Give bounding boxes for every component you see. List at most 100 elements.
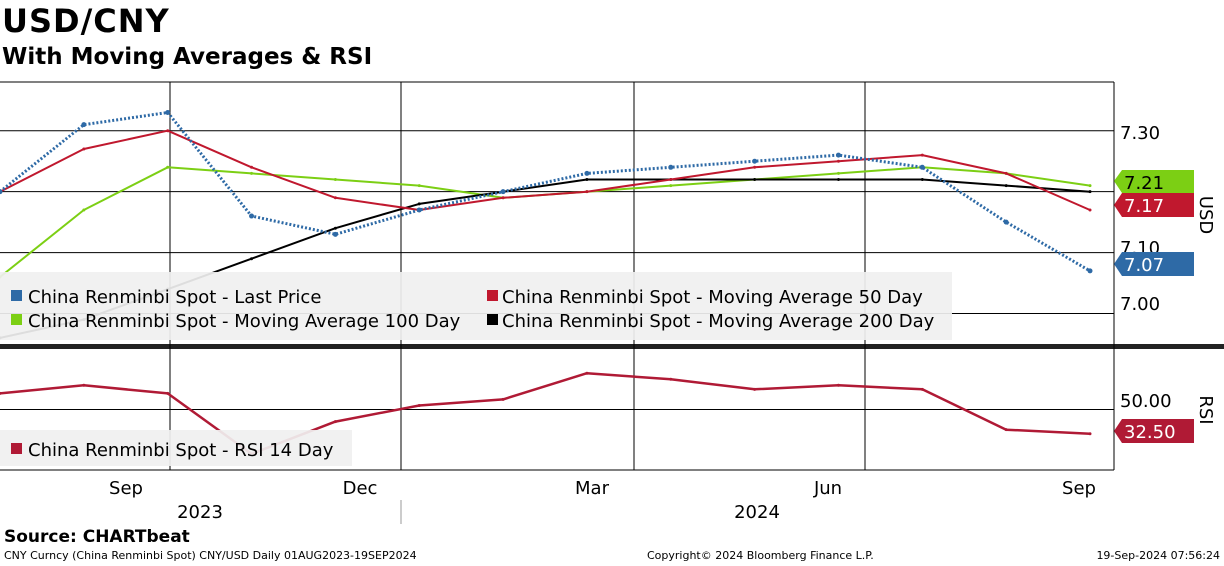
value-label-ma50: 7.17 (1114, 193, 1194, 217)
point-ma100-4 (333, 177, 337, 181)
point-ma50-13 (1088, 208, 1092, 212)
point-last_price-10 (835, 152, 841, 158)
point-last_price-0 (0, 189, 3, 195)
point-rsi-7 (585, 371, 589, 375)
point-ma50-8 (669, 177, 673, 181)
legend-swatch-ma200 (487, 314, 498, 325)
point-ma100-13 (1088, 184, 1092, 188)
point-last_price-4 (332, 231, 338, 237)
legend-ma200: China Renminbi Spot - Moving Average 200… (502, 311, 935, 332)
footer-copyright: Copyright© 2024 Bloomberg Finance L.P. (647, 549, 874, 562)
point-ma200-5 (417, 202, 421, 206)
point-ma50-2 (166, 129, 170, 133)
value-label-ma100: 7.21 (1114, 170, 1194, 194)
point-rsi-9 (753, 387, 757, 391)
point-rsi-2 (166, 391, 170, 395)
point-ma50-9 (753, 165, 757, 169)
point-ma100-10 (836, 171, 840, 175)
point-ma50-1 (82, 147, 86, 151)
point-last_price-9 (752, 158, 758, 164)
point-ma100-3 (250, 171, 254, 175)
price-legend: China Renminbi Spot - Last Price China R… (0, 272, 952, 340)
rsi-panel (0, 371, 1092, 456)
series-line-ma50 (0, 129, 1091, 211)
y-tick-7-30: 7.30 (1120, 123, 1160, 144)
point-last_price-5 (416, 207, 422, 213)
legend-rsi: China Renminbi Spot - RSI 14 Day (28, 440, 334, 461)
legend-swatch-ma100 (11, 314, 22, 325)
y-axis-title-usd: USD (1195, 196, 1216, 234)
point-last_price-2 (165, 109, 171, 115)
usdcny-chart: China Renminbi Spot - Last Price China R… (0, 81, 1224, 524)
x-tick-sep-2024: Sep (1062, 478, 1096, 499)
point-ma50-6 (501, 196, 505, 200)
point-rsi-11 (920, 387, 924, 391)
legend-swatch-rsi (11, 443, 22, 454)
point-ma200-4 (333, 226, 337, 230)
point-ma50-10 (836, 159, 840, 163)
legend-swatch-last-price (11, 290, 22, 301)
point-ma200-3 (250, 257, 254, 261)
point-ma100-5 (417, 184, 421, 188)
value-label-rsi: 32.50 (1114, 419, 1194, 443)
point-rsi-8 (669, 377, 673, 381)
point-ma50-12 (1004, 171, 1008, 175)
point-rsi-1 (82, 383, 86, 387)
point-ma200-11 (920, 177, 924, 181)
value-label-last-price: 7.07 (1114, 252, 1194, 276)
point-last_price-3 (249, 213, 255, 219)
point-last_price-8 (668, 164, 674, 170)
rsi-legend: China Renminbi Spot - RSI 14 Day (0, 430, 352, 466)
point-ma100-2 (166, 165, 170, 169)
legend-last-price: China Renminbi Spot - Last Price (28, 287, 321, 308)
footer-security: CNY Curncy (China Renminbi Spot) CNY/USD… (4, 549, 417, 562)
y-tick-50: 50.00 (1120, 391, 1172, 412)
point-last_price-12 (1003, 219, 1009, 225)
point-rsi-13 (1088, 432, 1092, 436)
point-last_price-13 (1087, 268, 1093, 274)
x-tick-jun: Jun (813, 478, 842, 499)
panel-divider[interactable] (0, 344, 1224, 349)
source-note: Source: CHARTbeat (4, 527, 190, 547)
point-rsi-10 (836, 383, 840, 387)
point-last_price-11 (919, 164, 925, 170)
point-ma50-4 (333, 196, 337, 200)
point-last_price-7 (584, 170, 590, 176)
legend-ma100: China Renminbi Spot - Moving Average 100… (28, 311, 461, 332)
x-tick-sep-2023: Sep (109, 478, 143, 499)
series-line-rsi (0, 371, 1091, 456)
point-rsi-5 (417, 403, 421, 407)
svg-text:7.07: 7.07 (1124, 255, 1164, 276)
point-ma50-3 (250, 165, 254, 169)
point-rsi-0 (0, 391, 2, 395)
x-tick-mar: Mar (575, 478, 610, 499)
year-label-2023: 2023 (177, 502, 223, 523)
point-ma100-8 (669, 184, 673, 188)
point-ma50-11 (920, 153, 924, 157)
point-ma200-7 (585, 177, 589, 181)
point-rsi-12 (1004, 428, 1008, 432)
point-last_price-6 (500, 189, 506, 195)
y-tick-7-00: 7.00 (1120, 294, 1160, 315)
year-label-2024: 2024 (734, 502, 780, 523)
point-last_price-1 (81, 122, 87, 128)
legend-swatch-ma50 (487, 290, 498, 301)
chart-title: USD/CNY (2, 2, 170, 40)
point-ma200-10 (836, 177, 840, 181)
point-ma100-1 (82, 208, 86, 212)
point-ma200-9 (753, 177, 757, 181)
footer-timestamp: 19-Sep-2024 07:56:24 (1096, 549, 1220, 562)
svg-text:7.21: 7.21 (1124, 173, 1164, 194)
point-ma200-13 (1088, 190, 1092, 194)
point-rsi-4 (333, 420, 337, 424)
y-axis-title-rsi: RSI (1195, 395, 1216, 424)
legend-ma50: China Renminbi Spot - Moving Average 50 … (502, 287, 923, 308)
point-ma200-12 (1004, 184, 1008, 188)
series-line-ma100 (0, 166, 1091, 278)
x-tick-dec: Dec (343, 478, 378, 499)
svg-text:7.17: 7.17 (1124, 196, 1164, 217)
svg-text:32.50: 32.50 (1124, 422, 1176, 443)
series-line-last_price (0, 111, 1091, 273)
point-rsi-6 (501, 397, 505, 401)
point-ma50-7 (585, 190, 589, 194)
